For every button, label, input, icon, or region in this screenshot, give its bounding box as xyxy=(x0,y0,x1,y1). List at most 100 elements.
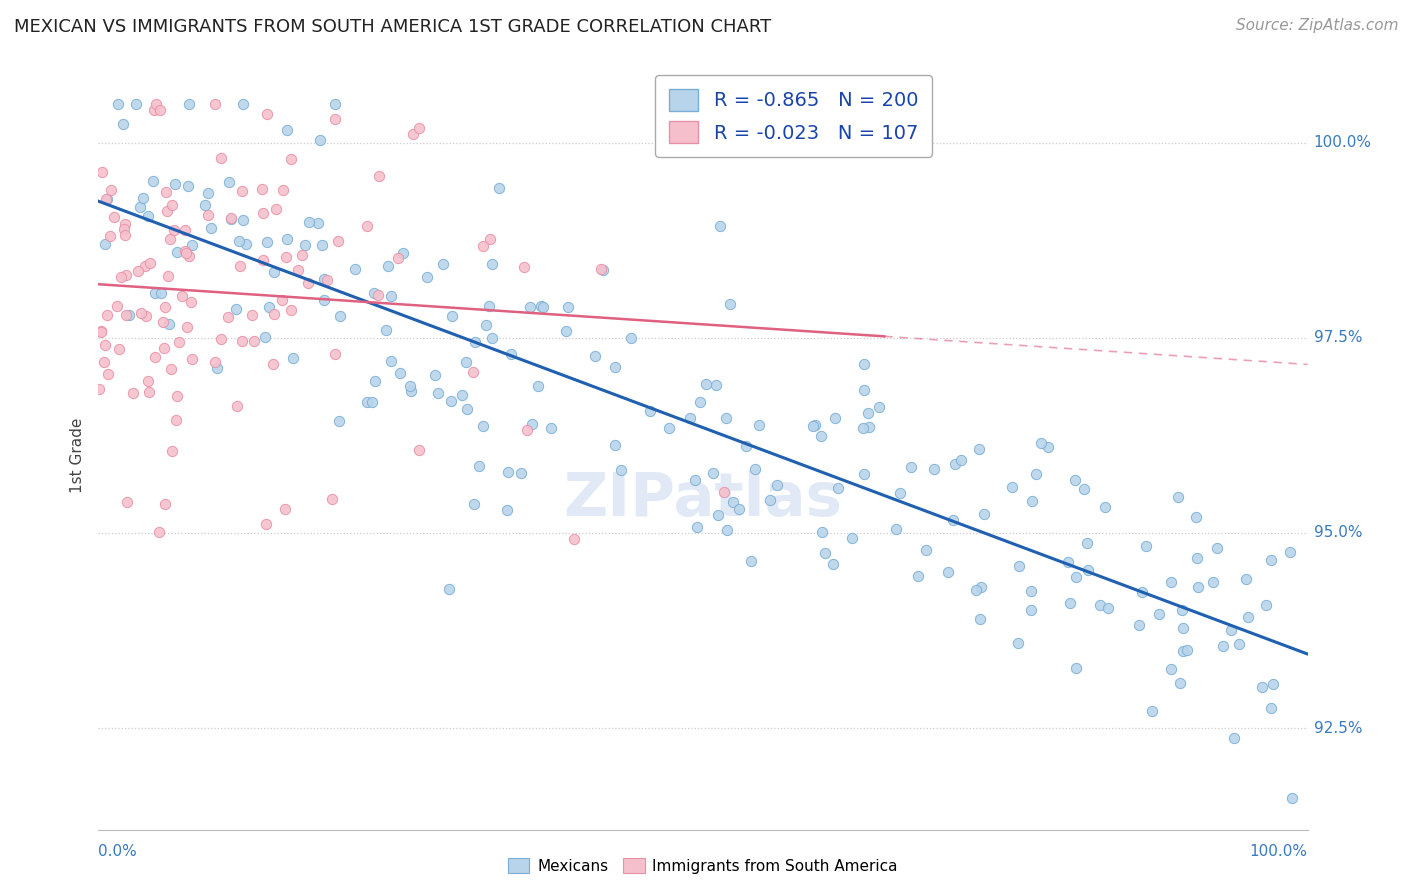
Point xyxy=(530,300,553,314)
Point xyxy=(520,417,543,432)
Point xyxy=(252,182,274,196)
Point xyxy=(1167,490,1189,504)
Point xyxy=(1064,661,1087,675)
Point xyxy=(471,418,494,433)
Point xyxy=(87,382,110,396)
Point xyxy=(90,165,112,179)
Point xyxy=(721,494,744,508)
Point xyxy=(478,299,501,313)
Point xyxy=(1073,483,1095,497)
Point xyxy=(704,377,727,392)
Point xyxy=(1140,704,1163,718)
Point xyxy=(173,244,195,258)
Point xyxy=(592,263,614,277)
Point xyxy=(229,259,252,273)
Point xyxy=(118,308,141,322)
Point xyxy=(408,120,430,135)
Point xyxy=(475,318,498,332)
Point xyxy=(94,338,117,352)
Point xyxy=(256,107,278,121)
Point xyxy=(228,234,250,248)
Point xyxy=(1059,596,1081,610)
Point xyxy=(1212,639,1234,653)
Point xyxy=(853,383,876,397)
Point xyxy=(226,399,249,413)
Point xyxy=(658,421,681,435)
Point xyxy=(297,276,319,290)
Point xyxy=(163,222,186,236)
Point xyxy=(824,410,846,425)
Point xyxy=(344,262,367,277)
Point xyxy=(440,309,463,323)
Point xyxy=(153,497,176,511)
Point xyxy=(1220,623,1243,637)
Point xyxy=(114,217,136,231)
Point xyxy=(176,319,198,334)
Point xyxy=(609,463,631,477)
Point xyxy=(1063,473,1085,487)
Point xyxy=(121,385,143,400)
Point xyxy=(134,259,156,273)
Point xyxy=(129,200,152,214)
Point xyxy=(283,351,305,365)
Point xyxy=(136,375,159,389)
Point xyxy=(323,347,346,361)
Point xyxy=(114,268,136,282)
Point xyxy=(174,223,197,237)
Point xyxy=(110,269,132,284)
Point xyxy=(148,524,170,539)
Point xyxy=(112,117,135,131)
Point xyxy=(194,198,217,212)
Point xyxy=(138,384,160,399)
Point xyxy=(456,402,478,417)
Point xyxy=(169,334,191,349)
Point xyxy=(811,524,834,539)
Point xyxy=(868,400,890,414)
Point xyxy=(363,285,385,300)
Point xyxy=(90,324,112,338)
Point xyxy=(965,582,987,597)
Point xyxy=(1171,603,1194,617)
Point xyxy=(1036,440,1059,454)
Point xyxy=(100,183,122,197)
Point xyxy=(467,458,489,473)
Point xyxy=(112,222,135,236)
Point xyxy=(969,612,991,626)
Point xyxy=(1160,662,1182,676)
Point xyxy=(312,272,335,286)
Point xyxy=(156,269,179,284)
Point xyxy=(179,249,201,263)
Point xyxy=(973,507,995,521)
Point xyxy=(129,305,152,319)
Point xyxy=(326,234,349,248)
Point xyxy=(1223,731,1246,745)
Text: ZIPatlas: ZIPatlas xyxy=(564,470,842,529)
Point xyxy=(221,211,243,226)
Point xyxy=(166,389,188,403)
Point xyxy=(312,293,335,307)
Point xyxy=(127,264,149,278)
Point xyxy=(180,237,202,252)
Point xyxy=(253,330,276,344)
Point xyxy=(531,300,554,314)
Point xyxy=(1019,603,1042,617)
Point xyxy=(686,519,709,533)
Point xyxy=(603,438,626,452)
Point xyxy=(555,324,578,338)
Point xyxy=(257,300,280,314)
Text: 92.5%: 92.5% xyxy=(1313,721,1362,736)
Point xyxy=(415,270,437,285)
Point xyxy=(943,457,966,471)
Point xyxy=(232,96,254,111)
Point xyxy=(583,349,606,363)
Point xyxy=(886,522,908,536)
Point xyxy=(519,301,541,315)
Point xyxy=(744,462,766,476)
Point xyxy=(139,255,162,269)
Text: 100.0%: 100.0% xyxy=(1250,844,1308,859)
Point xyxy=(232,213,254,227)
Point xyxy=(114,228,136,243)
Point xyxy=(942,513,965,527)
Point xyxy=(311,238,333,252)
Point xyxy=(271,183,294,197)
